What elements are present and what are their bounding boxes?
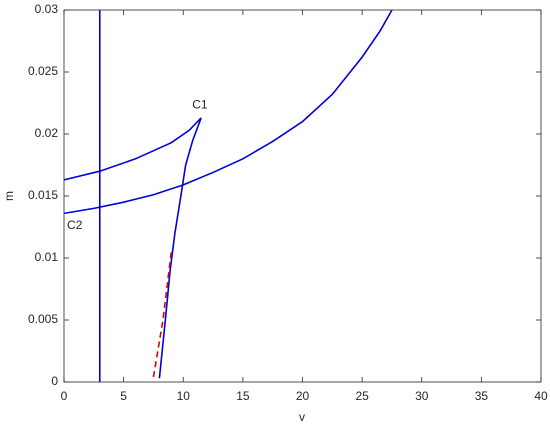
annotation: C1: [192, 98, 208, 112]
x-tick-label: 35: [475, 389, 489, 403]
x-axis-label: v: [299, 410, 305, 424]
x-tick-label: 5: [120, 389, 127, 403]
y-tick-label: 0.015: [28, 188, 58, 202]
x-tick-label: 15: [236, 389, 250, 403]
x-tick-label: 10: [177, 389, 191, 403]
y-tick-label: 0.02: [35, 126, 59, 140]
y-axis-label: m: [2, 191, 16, 201]
x-tick-label: 20: [296, 389, 310, 403]
line-series: [152, 251, 173, 378]
annotation: C2: [67, 218, 83, 232]
line-series: [63, 117, 202, 379]
line-series: [63, 9, 393, 215]
y-tick-label: 0: [51, 374, 58, 388]
x-tick-label: 40: [534, 389, 548, 403]
y-tick-label: 0.03: [35, 2, 59, 16]
y-tick-label: 0.01: [35, 250, 59, 264]
x-tick-label: 30: [415, 389, 429, 403]
x-tick-label: 25: [355, 389, 369, 403]
axes-box: [63, 9, 542, 383]
x-tick-label: 0: [61, 389, 68, 403]
y-tick-label: 0.005: [28, 312, 58, 326]
y-tick-label: 0.025: [28, 64, 58, 78]
